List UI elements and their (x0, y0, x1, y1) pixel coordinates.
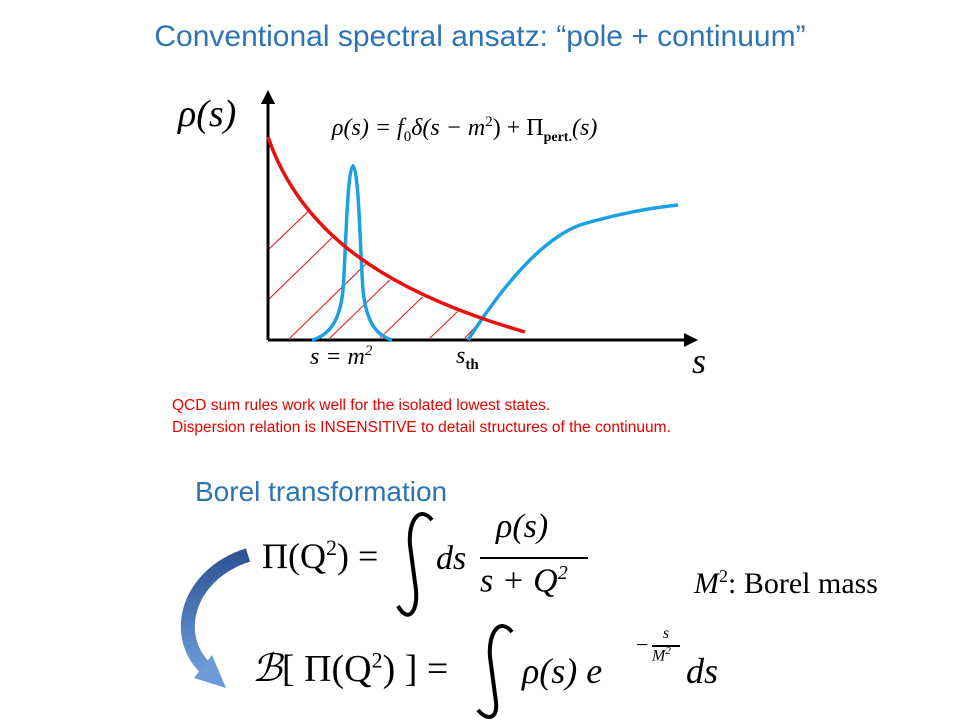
note-line-2: Dispersion relation is INSENSITIVE to de… (172, 419, 671, 436)
borel-lhs-text: [ Π(Q (281, 648, 372, 690)
notes-block: QCD sum rules work well for the isolated… (172, 395, 671, 439)
exponent: − (636, 632, 648, 658)
borel-integrand: ρ(s) e (522, 651, 603, 691)
exponent-fraction-bar (652, 645, 680, 647)
fraction-denominator: s + Q2 (480, 562, 568, 600)
threshold-tick-label: sth (456, 343, 479, 374)
formula-end: (s) (571, 115, 598, 141)
exponent-denominator: M2 (652, 645, 671, 665)
y-axis-arrowhead (261, 90, 275, 104)
continuum-curve (466, 203, 679, 341)
exponent-minus: − (636, 632, 649, 657)
formula-pi-sub: pert. (543, 129, 572, 145)
formula-rest: ) + Π (492, 115, 544, 141)
denominator-sup: 2 (557, 562, 568, 584)
formula-sup: 2 (485, 114, 493, 130)
integrand-ds: ds (436, 540, 467, 577)
borel-mass-label: M2: Borel mass (694, 566, 878, 601)
formula-mid: δ(s − m (411, 115, 486, 141)
y-axis-label: ρ(s) (178, 93, 237, 135)
pole-tick-sup: 2 (364, 343, 373, 359)
threshold-tick-sub: th (465, 356, 479, 373)
denominator-text: s + Q (480, 562, 558, 600)
borel-lhs-sup: 2 (371, 647, 383, 673)
borel-curved-arrow (180, 548, 251, 678)
pi-lhs-sup: 2 (325, 535, 337, 560)
exp-den-text: M (652, 647, 666, 665)
mass-label-sup: 2 (719, 566, 728, 586)
borel-ds: ds (686, 651, 719, 691)
borel-arrowhead (194, 655, 226, 688)
x-axis-arrowhead (684, 333, 698, 347)
borel-b: ℬ (252, 648, 282, 690)
perturbative-curve (266, 136, 526, 334)
formula-f-sub: 0 (403, 128, 412, 145)
note-line-1: QCD sum rules work well for the isolated… (172, 397, 551, 414)
x-axis-label: s (692, 341, 707, 381)
fraction-bar (480, 557, 588, 559)
pi-lhs-text: Π(Q (262, 536, 326, 576)
mass-label-text: : Borel mass (728, 567, 878, 600)
spectral-formula: ρ(s) = f0δ(s − m2) + Πpert.(s) (332, 114, 597, 146)
exp-den-sup: 2 (665, 645, 671, 657)
threshold-tick-text: s (456, 343, 466, 369)
borel-title: Borel transformation (195, 476, 448, 507)
pole-tick-label: s = m2 (310, 343, 372, 371)
formula-lhs: ρ(s) = f (332, 115, 404, 141)
pi-lhs: Π(Q2) = (262, 535, 378, 577)
borel-lhs: ℬ[ Π(Q2) ] = (252, 646, 448, 691)
mass-label-var: M (694, 567, 719, 600)
exponent-numerator: s (662, 625, 670, 642)
fraction-numerator: ρ(s) (496, 508, 549, 545)
borel-lhs-end: ) ] = (382, 648, 449, 690)
pole-tick-text: s = m (310, 344, 365, 370)
pole-peak-curve (311, 163, 393, 342)
slide-title: Conventional spectral ansatz: “pole + co… (154, 20, 806, 53)
pi-lhs-end: ) = (336, 536, 379, 576)
